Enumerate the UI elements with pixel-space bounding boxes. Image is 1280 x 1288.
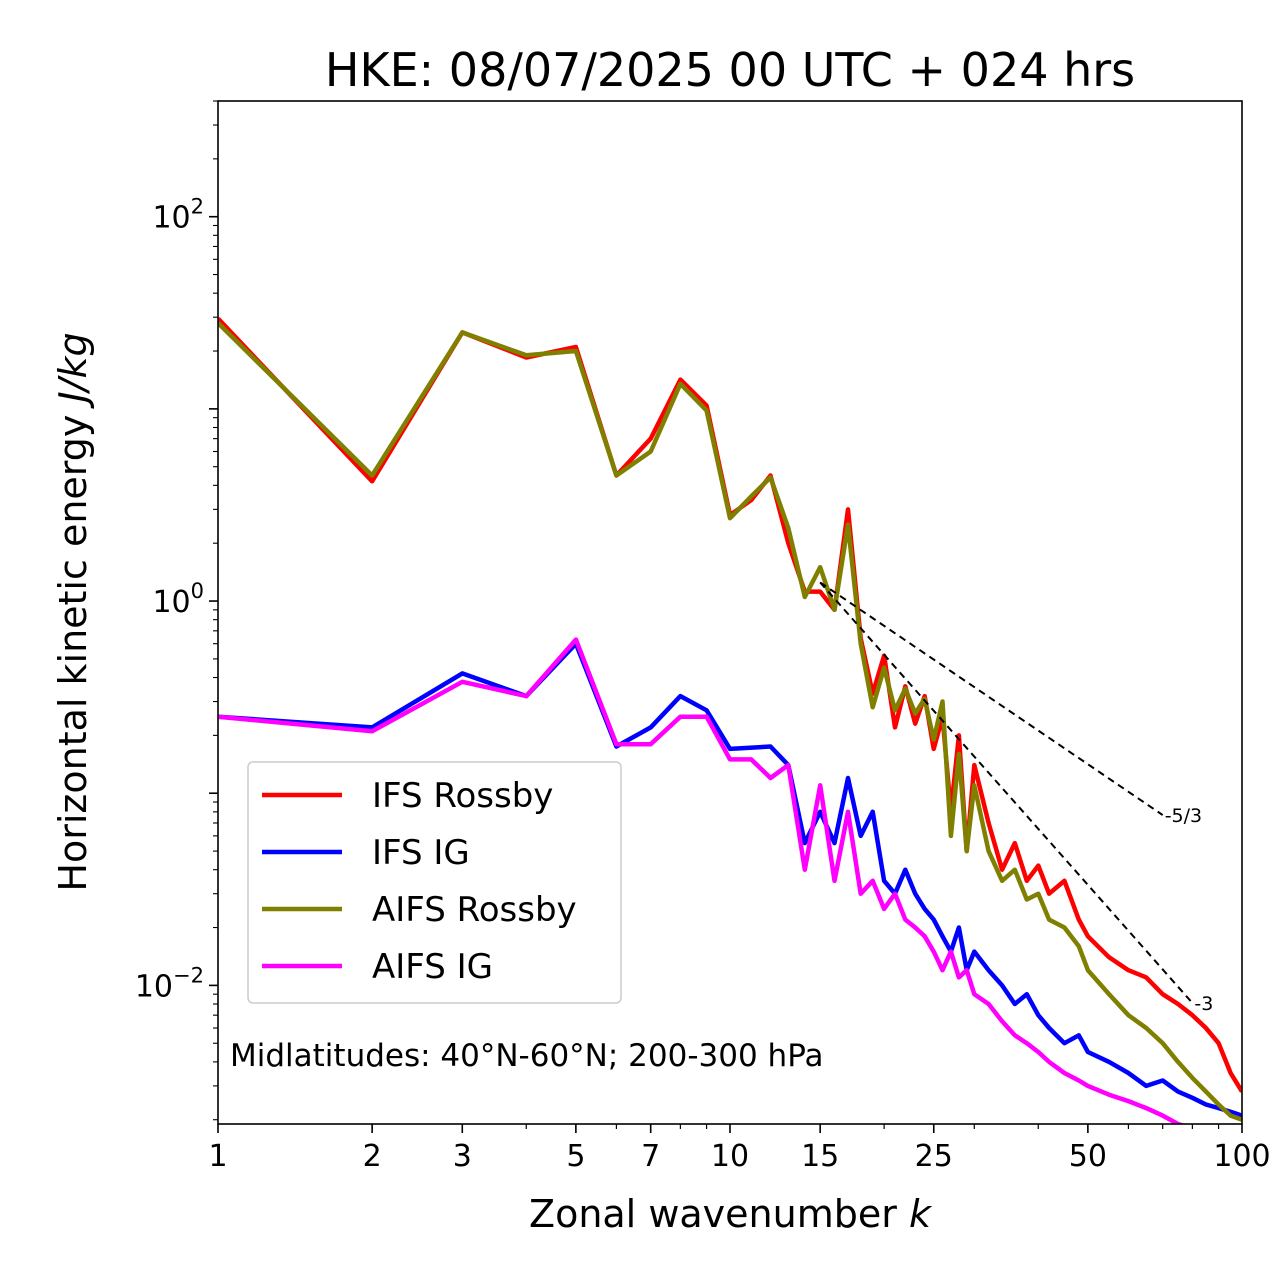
reference-line-minus-3	[819, 581, 1194, 1004]
axis-ticks: 1 2 3 5 7 10 15 25 50 100 102 100 10−2	[135, 100, 1271, 1174]
x-tick-label: 50	[1069, 1139, 1107, 1174]
y-tick-label: 102	[152, 195, 204, 236]
reference-line-label-minus-5-3: -5/3	[1165, 805, 1202, 827]
x-axis-title-symbol: k	[909, 1192, 933, 1236]
series-line-ifs-ig	[218, 641, 1242, 1118]
legend: IFS Rossby IFS IG AIFS Rossby AIFS IG	[247, 761, 622, 1004]
legend-label-ifs-rossby: IFS Rossby	[372, 776, 553, 816]
legend-label-aifs-ig: AIFS IG	[372, 947, 493, 987]
x-tick-label: 5	[566, 1139, 585, 1174]
y-tick-label: 10−2	[135, 963, 204, 1004]
legend-label-aifs-rossby: AIFS Rossby	[372, 890, 577, 930]
y-axis-title-text: Horizontal kinetic energy	[51, 403, 95, 892]
x-tick-label: 15	[801, 1139, 839, 1174]
x-tick-label: 10	[711, 1139, 749, 1174]
reference-line-minus-5-3	[819, 581, 1164, 816]
x-axis-title-text: Zonal wavenumber	[529, 1192, 909, 1236]
x-tick-label: 3	[453, 1139, 472, 1174]
series-layer	[218, 317, 1242, 1124]
y-tick-label: 100	[152, 579, 204, 620]
x-axis-title: Zonal wavenumber k	[529, 1192, 933, 1236]
region-annotation: Midlatitudes: 40°N-60°N; 200-300 hPa	[230, 1038, 824, 1074]
y-axis-title: Horizontal kinetic energy J/kg	[51, 332, 95, 891]
series-line-aifs-ig	[218, 637, 1186, 1124]
series-line-aifs-rossby	[218, 321, 1242, 1122]
x-tick-label: 100	[1213, 1139, 1270, 1174]
x-tick-label: 25	[915, 1139, 953, 1174]
x-tick-label: 2	[363, 1139, 382, 1174]
reference-line-label-minus-3: -3	[1194, 993, 1213, 1015]
x-tick-label: 1	[208, 1139, 227, 1174]
chart-title: HKE: 08/07/2025 00 UTC + 024 hrs	[325, 43, 1135, 97]
legend-box	[247, 761, 622, 1004]
reference-lines	[819, 581, 1194, 1004]
y-axis-title-unit: J/kg	[51, 332, 95, 409]
legend-label-ifs-ig: IFS IG	[372, 833, 470, 873]
x-tick-label: 7	[641, 1139, 660, 1174]
series-line-ifs-rossby	[218, 317, 1242, 1093]
